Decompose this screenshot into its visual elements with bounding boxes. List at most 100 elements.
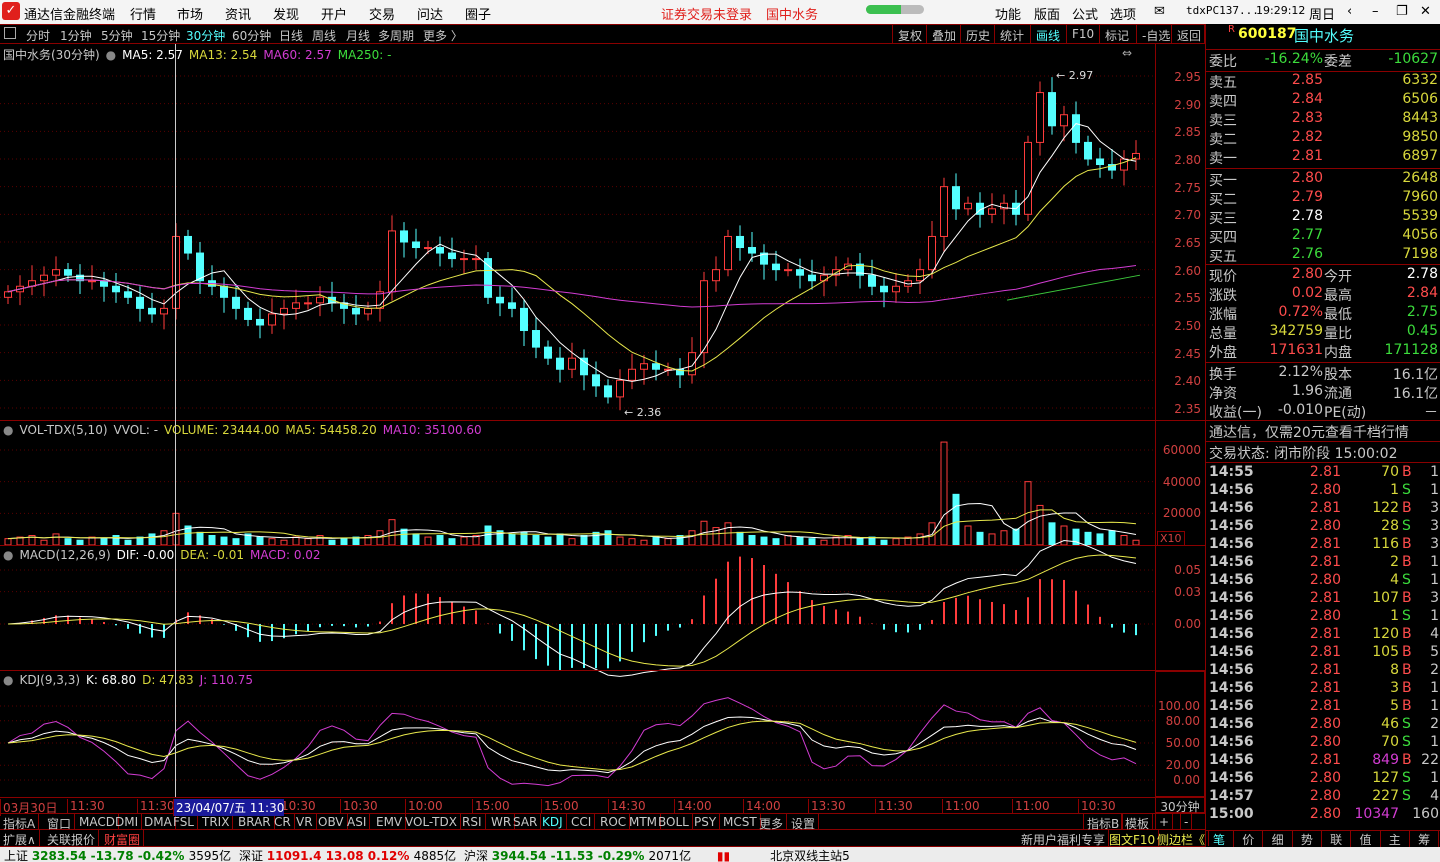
indicator-tab[interactable]: BRAR xyxy=(235,814,275,830)
indicator-tab[interactable]: ROC xyxy=(597,814,631,830)
menu-xuanxiang[interactable]: 选项 xyxy=(1110,8,1137,23)
indicator-tab[interactable]: 更多 xyxy=(756,814,788,831)
bottom-tab[interactable]: 关联报价 xyxy=(44,830,100,847)
index-name[interactable]: 深证 xyxy=(238,849,267,862)
period-tab[interactable]: 日线 xyxy=(279,29,304,43)
indicator-tab[interactable]: VOL-TDX xyxy=(402,814,461,830)
bottom-tab[interactable]: 财富圈 xyxy=(101,830,145,847)
indicator-tab[interactable]: PSY xyxy=(691,814,721,830)
pane-control-icon[interactable]: ⇔ xyxy=(1122,46,1133,60)
right-tab[interactable]: 势 xyxy=(1293,831,1322,847)
bottom-right-tab[interactable]: 图文F10 xyxy=(1106,830,1160,847)
indicator-tab[interactable]: MTM xyxy=(626,814,662,830)
right-tab[interactable]: 价 xyxy=(1234,831,1264,847)
menu-gongneng[interactable]: 功能 xyxy=(995,8,1022,23)
period-tab[interactable]: 15分钟 xyxy=(141,29,181,43)
indicator-tab[interactable]: KDJ xyxy=(539,814,567,830)
login-notice[interactable]: 证券交易未登录 xyxy=(661,8,753,23)
dropdown-icon[interactable]: ● xyxy=(3,423,14,437)
period-tab[interactable]: 月线 xyxy=(346,29,371,43)
period-tab[interactable]: 周线 xyxy=(312,29,337,43)
indicator-right-tab[interactable]: 指标B xyxy=(1083,814,1124,831)
indicator-tab[interactable]: FSL xyxy=(170,814,198,830)
minimize-icon[interactable]: – xyxy=(1372,4,1379,19)
toolbar-button[interactable]: 返回 xyxy=(1171,25,1206,43)
indicator-tab[interactable]: 窗口 xyxy=(44,814,76,831)
menu-gongshi[interactable]: 公式 xyxy=(1072,8,1099,23)
indicator-tab[interactable]: DMI xyxy=(112,814,143,830)
indicator-tab[interactable]: DMA xyxy=(141,814,176,830)
period-tab[interactable]: 1分钟 xyxy=(60,29,92,43)
dropdown-icon[interactable]: ● xyxy=(3,673,14,687)
indicator-tab[interactable]: 设置 xyxy=(788,814,820,831)
right-tab[interactable]: 联 xyxy=(1322,831,1352,847)
promo-link[interactable]: 通达信，仅需20元查看千档行情 xyxy=(1209,425,1409,441)
back-icon[interactable]: ‹ xyxy=(1347,4,1353,19)
indicator-tab[interactable]: ASI xyxy=(344,814,371,830)
indicator-tab[interactable]: VR xyxy=(293,814,317,830)
period-tab[interactable]: 5分钟 xyxy=(101,29,133,43)
toolbar-button[interactable]: -自选 xyxy=(1136,25,1175,43)
restore-icon[interactable]: ❐ xyxy=(1396,4,1408,19)
period-tab[interactable]: 更多 〉 xyxy=(423,29,463,43)
candlestick-chart[interactable]: ← 2.97 ← 2.36 xyxy=(0,46,1155,420)
right-tab[interactable]: 笔 xyxy=(1205,831,1234,847)
right-tab[interactable]: 主 xyxy=(1381,831,1410,847)
toolbar-button[interactable]: 统计 xyxy=(994,25,1029,43)
candle xyxy=(124,291,132,298)
tick-time: 14:56 xyxy=(1209,680,1254,696)
toolbar-button[interactable]: 标记 xyxy=(1099,25,1134,43)
menu-zixun[interactable]: 资讯 xyxy=(225,8,252,23)
mail-icon[interactable]: ✉ xyxy=(1154,4,1165,19)
right-tab[interactable]: 细 xyxy=(1264,831,1293,847)
dropdown-icon[interactable]: ● xyxy=(3,548,14,562)
toolbar-button[interactable]: F10 xyxy=(1066,25,1099,43)
indicator-tab[interactable]: WR xyxy=(488,814,516,830)
indicator-tab[interactable]: MACD xyxy=(76,814,119,830)
indicator-tab[interactable]: BOLL xyxy=(655,814,693,830)
index-name[interactable]: 上证 xyxy=(4,849,32,862)
right-tab[interactable]: 值 xyxy=(1352,831,1381,847)
toolbar-button[interactable]: 叠加 xyxy=(926,25,961,43)
bottom-right-tab[interactable]: 侧边栏《 xyxy=(1154,830,1210,847)
dropdown-icon[interactable]: ● xyxy=(105,48,117,62)
sidebar-toggle-icon[interactable] xyxy=(4,27,16,39)
menu-shichang[interactable]: 市场 xyxy=(177,8,204,23)
tick-row: 14:56 2.81 107 B 3 xyxy=(1206,590,1440,608)
period-tab[interactable]: 多周期 xyxy=(378,29,415,43)
indicator-tab[interactable]: SAR xyxy=(510,814,542,830)
period-tab[interactable]: 60分钟 xyxy=(232,29,272,43)
toolbar-button[interactable]: 历史 xyxy=(960,25,995,43)
menu-kaihu[interactable]: 开户 xyxy=(321,8,348,23)
close-icon[interactable]: ✕ xyxy=(1420,4,1431,19)
menu-wenda[interactable]: 问达 xyxy=(417,8,444,23)
bottom-tab[interactable]: 扩展∧ xyxy=(0,830,40,847)
tick-count: 1 xyxy=(1430,464,1439,480)
menu-banmian[interactable]: 版面 xyxy=(1034,8,1061,23)
period-tab[interactable]: 分时 xyxy=(26,29,51,43)
menu-faxian[interactable]: 发现 xyxy=(273,8,300,23)
bottom-right-tab[interactable]: 新用户福利专享 xyxy=(1018,830,1110,847)
menu-hangqing[interactable]: 行情 xyxy=(130,8,157,23)
indicator-right-tab[interactable]: 模板 xyxy=(1121,814,1154,831)
period-tab[interactable]: 30分钟 xyxy=(186,29,226,43)
menu-quanzi[interactable]: 圈子 xyxy=(465,8,492,23)
indicator-right-tab[interactable]: + xyxy=(1155,814,1174,830)
indicator-tab[interactable]: 指标A xyxy=(0,814,40,831)
indicator-tab[interactable]: CCI xyxy=(568,814,596,830)
indicator-right-tab[interactable]: - xyxy=(1180,814,1193,830)
toolbar-button[interactable]: 复权 xyxy=(892,25,927,43)
indicator-tab[interactable]: OBV xyxy=(315,814,348,830)
menu-jiaoyi[interactable]: 交易 xyxy=(369,8,396,23)
toolbar-button[interactable]: 画线 xyxy=(1030,25,1065,43)
index-name[interactable]: 沪深 xyxy=(463,849,492,862)
right-tab[interactable]: 筹 xyxy=(1410,831,1440,847)
indicator-tab[interactable]: CR xyxy=(271,814,295,830)
tick-count: 1 xyxy=(1430,482,1439,498)
indicator-tab[interactable]: EMV xyxy=(373,814,407,830)
indicator-tab[interactable]: RSI xyxy=(459,814,486,830)
indicator-tab[interactable]: MCST xyxy=(720,814,761,830)
label: 委比 xyxy=(1209,54,1237,70)
time-tick: 03月30日 xyxy=(0,799,58,816)
indicator-tab[interactable]: TRIX xyxy=(199,814,234,830)
